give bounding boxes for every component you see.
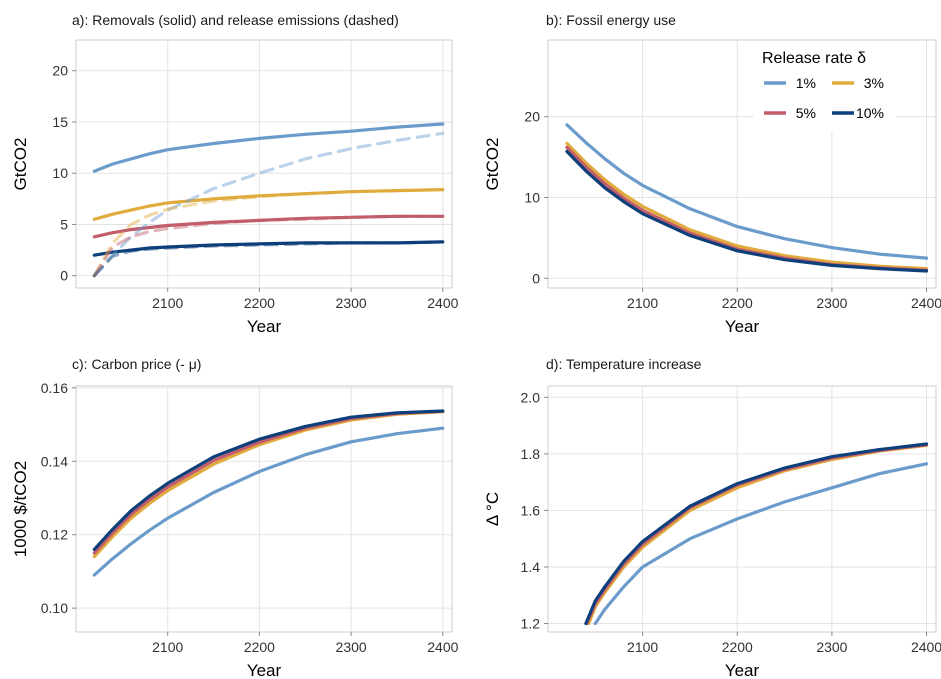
- panel-d: 2100 2200 2300 2400 1.2 1.4 1.6 1.8 2.0 d): Temp…: [483, 356, 941, 679]
- panel-c: 2100 2200 2300 2400 0.10 0.12 0.14 0.16 c): Car…: [11, 356, 459, 679]
- panel-d-ytick-0: 1.2: [521, 616, 541, 632]
- panel-c-xtick-1: 2200: [244, 639, 275, 655]
- panel-a-series-10pct-line: [92, 240, 445, 257]
- legend-label-3pct: 3%: [864, 75, 884, 91]
- panel-b-xtick-2: 2300: [816, 295, 847, 311]
- panel-d-xlabel: Year: [725, 661, 760, 679]
- panel-b-xtick-3: 2400: [911, 295, 941, 311]
- panel-a-xtick-0: 2100: [152, 295, 183, 311]
- panel-d-ytick-1: 1.4: [521, 559, 541, 575]
- panel-a-xtick-3: 2400: [427, 295, 458, 311]
- panel-c-xtick-3: 2400: [427, 639, 458, 655]
- panel-c-series-10pct-line: [92, 409, 445, 552]
- panel-b-ytick-1: 10: [524, 190, 540, 206]
- panel-a-series-1pct-line: [92, 122, 445, 173]
- panel-c-ytick-3: 0.16: [41, 380, 68, 396]
- panel-a-ytick-2: 10: [52, 165, 68, 181]
- panel-a-ytick-0: 0: [60, 268, 68, 284]
- panel-b-xlabel: Year: [725, 317, 760, 336]
- panel-a-title: a): Removals (solid) and release emissio…: [72, 12, 399, 28]
- panel-b-series-1pct-line: [565, 123, 929, 260]
- panel-a-series-3pct-dashed-line: [92, 188, 445, 278]
- panel-a-ytick-4: 20: [52, 63, 68, 79]
- panel-c-ylabel: 1000 $/tCO2: [11, 461, 30, 557]
- legend-background: [754, 42, 896, 132]
- panel-b-xtick-0: 2100: [627, 295, 658, 311]
- panel-b-ytick-0: 0: [532, 270, 540, 286]
- panel-d-xtick-0: 2100: [627, 639, 658, 655]
- panel-c-ytick-0: 0.10: [41, 600, 68, 616]
- panel-c-frame: [75, 385, 453, 633]
- panel-c-ytick-2: 0.14: [41, 453, 68, 469]
- panel-d-title: d): Temperature increase: [546, 356, 702, 372]
- legend-label-10pct: 10%: [856, 105, 884, 121]
- panel-a-series-3pct-line: [92, 188, 445, 221]
- panel-a-xtick-1: 2200: [244, 295, 275, 311]
- panel-a-ylabel: GtCO2: [11, 138, 30, 191]
- legend-title: Release rate δ: [762, 50, 866, 67]
- panel-a-series-5pct-dashed-line: [92, 214, 445, 278]
- panel-b-title: b): Fossil energy use: [546, 12, 676, 28]
- panel-a: 2100 2200 2300 2400 0 5 10 15 20 a): Removals (s…: [11, 12, 459, 336]
- panel-a-ytick-3: 15: [52, 114, 68, 130]
- panel-d-ytick-4: 2.0: [521, 389, 541, 405]
- panel-c-xtick-0: 2100: [152, 639, 183, 655]
- panel-d-series-5pct-line: [585, 443, 929, 626]
- panel-b-ytick-2: 20: [524, 109, 540, 125]
- panel-a-series-5pct-line: [92, 214, 445, 239]
- panel-d-ytick-3: 1.8: [521, 446, 541, 462]
- panel-d-ylabel: Δ °C: [483, 492, 502, 526]
- panel-a-series-10pct-dashed-line: [92, 240, 445, 278]
- panel-b-xtick-1: 2200: [722, 295, 753, 311]
- legend-label-1pct: 1%: [796, 75, 816, 91]
- panel-d-ytick-2: 1.6: [521, 502, 541, 518]
- panel-d-frame: [547, 385, 937, 633]
- panel-c-title: c): Carbon price (- μ): [72, 356, 201, 372]
- panel-d-series-1pct-line: [593, 462, 929, 626]
- panel-a-xlabel: Year: [247, 317, 282, 336]
- panel-b: 2100 2200 2300 2400 0 10 20 b): Fossil energy …: [483, 12, 941, 336]
- legend-label-5pct: 5%: [796, 105, 816, 121]
- panel-b-series-10pct-line: [565, 149, 929, 273]
- panel-c-ytick-1: 0.12: [41, 527, 68, 543]
- panel-a-frame: [75, 39, 453, 289]
- panel-d-xtick-3: 2400: [911, 639, 941, 655]
- panel-c-xtick-2: 2300: [336, 639, 367, 655]
- panel-d-xtick-2: 2300: [816, 639, 847, 655]
- panel-b-series-3pct-line: [565, 141, 929, 271]
- panel-c-xlabel: Year: [247, 661, 282, 679]
- panel-b-frame: [547, 39, 937, 289]
- panel-b-ylabel: GtCO2: [483, 138, 502, 191]
- panel-d-xtick-1: 2200: [722, 639, 753, 655]
- panel-c-series-1pct-line: [92, 426, 445, 577]
- panel-d-series-3pct-line: [587, 443, 929, 626]
- panel-a-ytick-1: 5: [60, 216, 68, 232]
- panel-a-xtick-2: 2300: [336, 295, 367, 311]
- legend: Release rate δ 1% 3% 5% 10%: [754, 42, 896, 132]
- panel-d-series-10pct-line: [584, 442, 929, 626]
- panel-a-series-1pct-dashed-line: [92, 131, 445, 278]
